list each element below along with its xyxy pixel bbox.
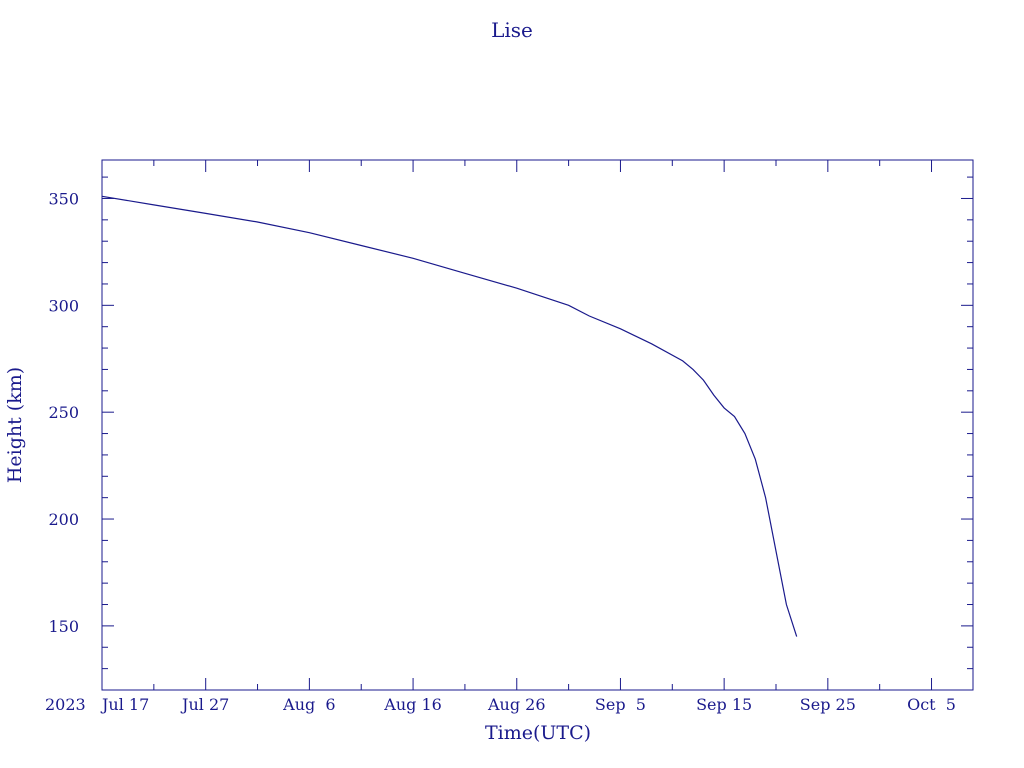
x-tick-label: Aug 6	[282, 695, 335, 714]
y-tick-label: 350	[48, 189, 79, 208]
height-series-line	[101, 195, 798, 637]
y-tick-label: 250	[48, 403, 79, 422]
plot-frame	[101, 159, 974, 691]
y-axis-label: Height (km)	[4, 367, 26, 483]
y-tick-label: 300	[48, 296, 79, 315]
x-axis-year-label: 2023	[45, 695, 86, 714]
x-tick-label: Sep 25	[800, 695, 856, 714]
y-tick-label: 150	[48, 617, 79, 636]
x-tick-label: Sep 15	[696, 695, 752, 714]
y-axis-tick-labels: 150 200 250 300 350	[48, 189, 79, 635]
x-tick-label: Jul 17	[100, 695, 149, 714]
chart-title: Lise	[491, 18, 533, 42]
y-tick-label: 200	[48, 510, 79, 529]
x-axis-ticks	[101, 160, 933, 690]
y-axis-ticks	[102, 176, 973, 670]
x-axis-label: Time(UTC)	[485, 722, 591, 744]
x-tick-label: Sep 5	[595, 695, 646, 714]
x-tick-label: Oct 5	[907, 695, 956, 714]
x-tick-label: Jul 27	[180, 695, 229, 714]
x-tick-label: Aug 16	[383, 695, 442, 714]
x-tick-label: Aug 26	[487, 695, 546, 714]
x-axis-tick-labels: Jul 17 Jul 27 Aug 6 Aug 16 Aug 26 Sep 5 Sep 15…	[100, 695, 956, 714]
